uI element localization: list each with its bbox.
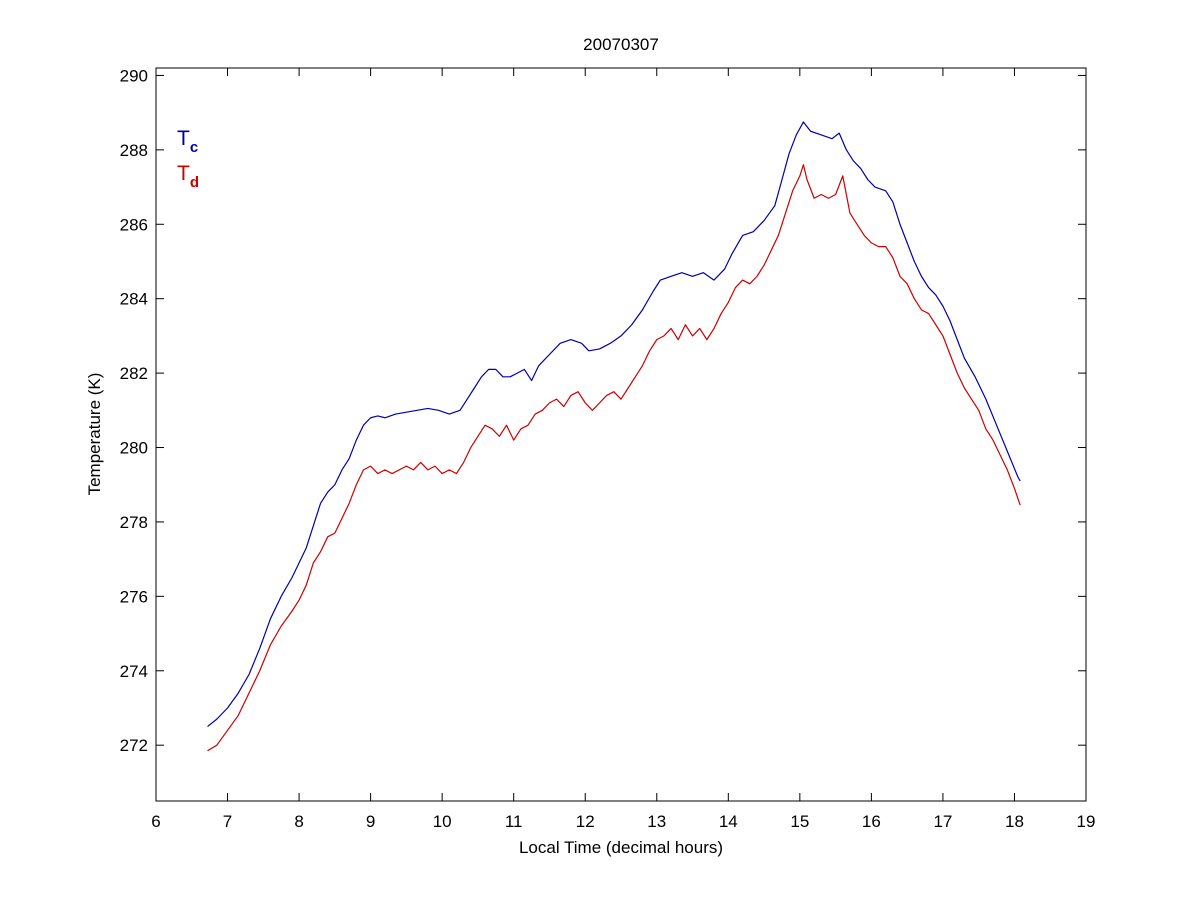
x-tick-label: 16 bbox=[862, 812, 881, 831]
y-tick-label: 282 bbox=[120, 364, 148, 383]
y-tick-label: 286 bbox=[120, 215, 148, 234]
x-tick-label: 12 bbox=[576, 812, 595, 831]
x-tick-label: 6 bbox=[151, 812, 160, 831]
x-tick-label: 7 bbox=[223, 812, 232, 831]
series-line-td bbox=[207, 164, 1021, 752]
x-tick-label: 15 bbox=[790, 812, 809, 831]
x-tick-label: 11 bbox=[505, 812, 523, 831]
y-tick-label: 272 bbox=[120, 736, 148, 755]
x-tick-label: 19 bbox=[1077, 812, 1096, 831]
y-axis-title: Temperature (K) bbox=[85, 373, 104, 496]
x-axis-title: Local Time (decimal hours) bbox=[519, 838, 723, 857]
y-tick-label: 288 bbox=[120, 141, 148, 160]
y-tick-label: 278 bbox=[120, 513, 148, 532]
y-tick-label: 276 bbox=[120, 587, 148, 606]
y-tick-label: 280 bbox=[120, 439, 148, 458]
legend-entry-tc-sub: c bbox=[190, 139, 198, 156]
x-tick-label: 13 bbox=[647, 812, 666, 831]
chart-title: 20070307 bbox=[583, 35, 659, 54]
x-tick-label: 17 bbox=[933, 812, 952, 831]
legend-entry-td: Td bbox=[177, 162, 199, 191]
legend: Tc Td bbox=[177, 127, 199, 191]
y-tick-label: 284 bbox=[120, 290, 148, 309]
series-line-tc bbox=[207, 121, 1021, 728]
legend-entry-td-sub: d bbox=[190, 174, 199, 191]
x-tick-label: 18 bbox=[1005, 812, 1024, 831]
y-tick-label: 290 bbox=[120, 66, 148, 85]
y-tick-label: 274 bbox=[120, 662, 148, 681]
legend-entry-tc: Tc bbox=[177, 127, 198, 156]
plot-area bbox=[155, 67, 1087, 802]
x-tick-label: 14 bbox=[719, 812, 738, 831]
x-tick-label: 10 bbox=[433, 812, 452, 831]
x-tick-label: 8 bbox=[294, 812, 303, 831]
series-layer bbox=[207, 121, 1021, 752]
ticks-layer: 6 7 8 9 10 11 12 13 14 15 16 17 18 19 272 274 276 278 280 2… bbox=[120, 66, 1096, 831]
legend-entry-td-name: T bbox=[177, 162, 190, 185]
x-tick-label: 9 bbox=[366, 812, 375, 831]
legend-entry-tc-name: T bbox=[177, 127, 190, 150]
